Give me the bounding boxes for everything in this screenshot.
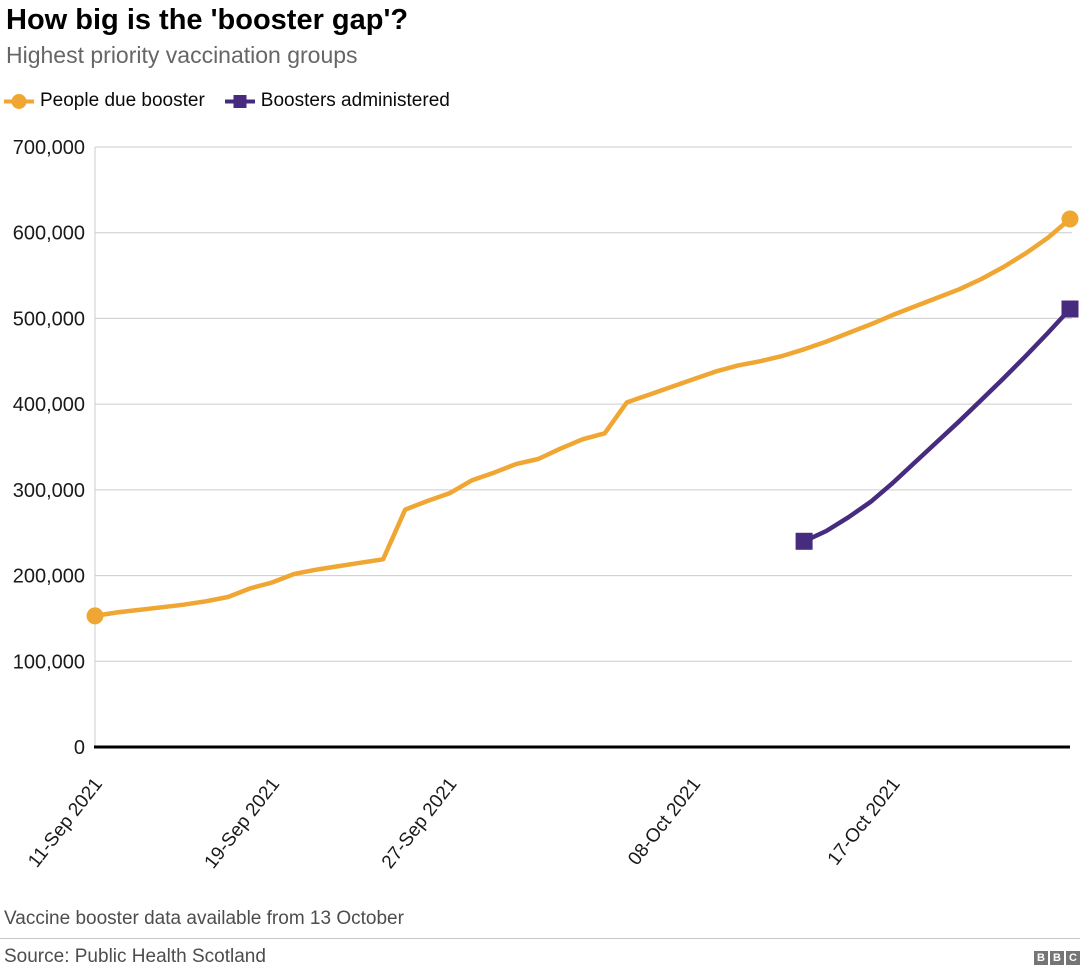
line-square-marker-icon (224, 94, 255, 108)
chart-title: How big is the 'booster gap'? (6, 4, 409, 36)
x-axis-tick-label: 11-Sep 2021 (24, 774, 107, 872)
bbc-logo-block-b1: B (1034, 951, 1048, 965)
bbc-logo: B B C (1034, 951, 1080, 965)
legend-label-people-due-booster: People due booster (40, 90, 205, 111)
x-axis-tick-label: 17-Oct 2021 (824, 774, 905, 869)
divider-line (0, 938, 1080, 939)
y-axis-tick-label: 100,000 (13, 651, 85, 673)
series-marker-people-due-booster (86, 607, 104, 625)
legend-item-people-due-booster: People due booster (4, 90, 205, 112)
y-axis-tick-label: 600,000 (13, 223, 85, 245)
legend-label-boosters-administered: Boosters administered (260, 90, 450, 111)
x-axis-tick-label: 08-Oct 2021 (624, 774, 705, 869)
chart-legend: People due booster Boosters administered (4, 90, 450, 112)
series-marker-boosters-administered (1061, 300, 1079, 318)
x-axis-tick-label: 19-Sep 2021 (201, 774, 285, 873)
y-axis-tick-label: 300,000 (13, 480, 85, 502)
series-marker-boosters-administered (795, 532, 813, 550)
y-axis-tick-label: 400,000 (13, 394, 85, 416)
y-axis-tick-label: 700,000 (13, 137, 85, 159)
series-line-people-due-booster (92, 216, 1073, 619)
bbc-logo-block-c: C (1066, 951, 1080, 965)
y-axis-tick-label: 500,000 (13, 308, 85, 330)
series-marker-people-due-booster (1061, 210, 1079, 228)
line-circle-marker-icon (4, 93, 34, 109)
y-axis-tick-label: 0 (74, 737, 85, 759)
chart-footnote: Vaccine booster data available from 13 O… (4, 908, 404, 929)
bbc-logo-block-b2: B (1050, 951, 1064, 965)
chart-subtitle: Highest priority vaccination groups (6, 42, 358, 68)
source-text: Source: Public Health Scotland (4, 946, 266, 967)
x-axis-tick-label: 27-Sep 2021 (378, 774, 462, 873)
y-axis-tick-label: 200,000 (13, 566, 85, 588)
legend-item-boosters-administered: Boosters administered (224, 90, 450, 112)
series-line-boosters-administered (801, 306, 1073, 544)
